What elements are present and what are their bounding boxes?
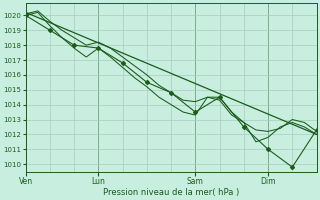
X-axis label: Pression niveau de la mer( hPa ): Pression niveau de la mer( hPa ) xyxy=(103,188,239,197)
